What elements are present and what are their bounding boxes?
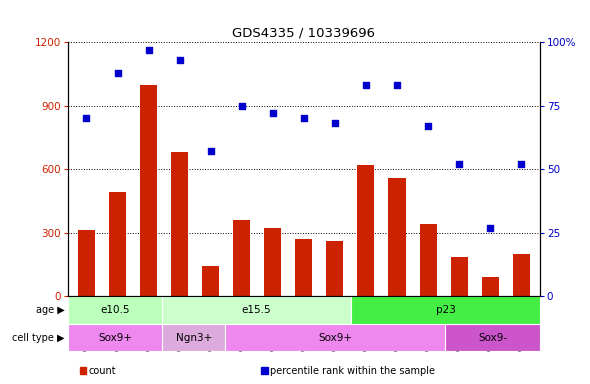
Text: Sox9+: Sox9+ bbox=[98, 333, 132, 343]
Bar bbox=[358, 165, 375, 296]
Text: Sox9+: Sox9+ bbox=[319, 333, 352, 343]
Point bbox=[268, 110, 277, 116]
Point bbox=[82, 115, 91, 121]
Bar bbox=[68, 296, 162, 324]
Bar bbox=[171, 152, 188, 296]
Point bbox=[144, 47, 153, 53]
Text: Sox9-: Sox9- bbox=[478, 333, 507, 343]
Bar bbox=[140, 84, 157, 296]
Point bbox=[424, 123, 433, 129]
Point bbox=[113, 70, 122, 76]
Bar bbox=[264, 228, 281, 296]
Bar bbox=[162, 324, 225, 351]
Bar bbox=[326, 241, 343, 296]
Bar bbox=[109, 192, 126, 296]
Point bbox=[454, 161, 464, 167]
Point bbox=[237, 103, 247, 109]
Bar bbox=[419, 224, 437, 296]
Point bbox=[330, 121, 340, 127]
Text: percentile rank within the sample: percentile rank within the sample bbox=[270, 366, 435, 376]
Text: e10.5: e10.5 bbox=[100, 305, 130, 315]
Bar bbox=[513, 254, 530, 296]
Bar bbox=[78, 230, 95, 296]
Title: GDS4335 / 10339696: GDS4335 / 10339696 bbox=[232, 26, 375, 40]
Bar bbox=[202, 266, 219, 296]
Text: count: count bbox=[88, 366, 116, 376]
Point bbox=[175, 57, 184, 63]
Point bbox=[361, 82, 371, 88]
Text: e15.5: e15.5 bbox=[242, 305, 271, 315]
Bar bbox=[388, 178, 405, 296]
Text: age ▶: age ▶ bbox=[36, 305, 65, 315]
Bar bbox=[445, 324, 540, 351]
Text: p23: p23 bbox=[435, 305, 455, 315]
Point bbox=[392, 82, 402, 88]
Point bbox=[516, 161, 526, 167]
Point bbox=[299, 115, 309, 121]
Bar bbox=[296, 239, 312, 296]
Text: cell type ▶: cell type ▶ bbox=[12, 333, 65, 343]
Bar bbox=[68, 324, 162, 351]
Point bbox=[206, 148, 215, 154]
Bar bbox=[162, 296, 351, 324]
Bar bbox=[451, 257, 468, 296]
Bar bbox=[481, 277, 499, 296]
Text: Ngn3+: Ngn3+ bbox=[176, 333, 212, 343]
Bar bbox=[225, 324, 445, 351]
Point bbox=[486, 225, 495, 231]
Bar bbox=[233, 220, 250, 296]
Bar bbox=[351, 296, 540, 324]
